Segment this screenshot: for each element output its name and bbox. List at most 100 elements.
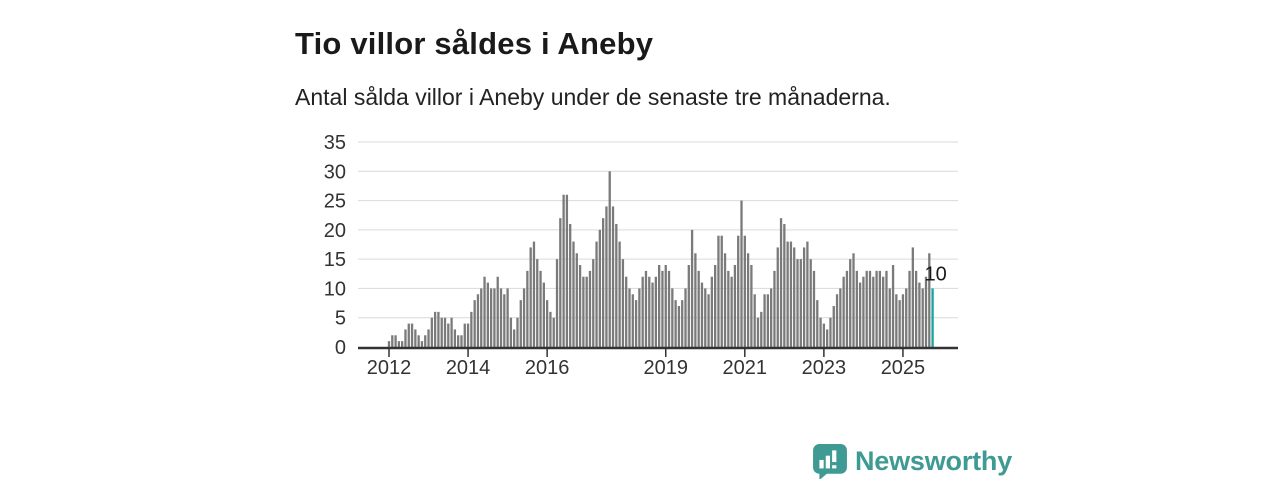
bar xyxy=(667,270,671,347)
bar xyxy=(918,282,921,347)
bar xyxy=(770,288,773,347)
bar xyxy=(806,241,809,347)
bar xyxy=(826,329,829,347)
bar xyxy=(489,288,493,347)
bar xyxy=(885,270,888,347)
x-axis-label: 2012 xyxy=(367,357,412,379)
bar xyxy=(443,317,447,348)
bar xyxy=(466,323,470,347)
bar xyxy=(562,194,565,347)
bar xyxy=(618,241,621,347)
newsworthy-logo[interactable]: Newsworthy xyxy=(812,443,1012,479)
bar xyxy=(658,265,661,347)
bar xyxy=(542,282,545,347)
bar xyxy=(638,288,641,347)
bar xyxy=(872,276,875,347)
bar xyxy=(674,300,677,347)
bar xyxy=(631,294,634,347)
bar xyxy=(427,329,430,347)
bar xyxy=(615,224,618,347)
gridlines xyxy=(358,141,958,319)
bar xyxy=(842,276,845,347)
bar xyxy=(493,288,496,347)
bar xyxy=(414,329,417,347)
bar xyxy=(707,294,710,347)
bar xyxy=(878,270,882,347)
bar xyxy=(845,270,849,347)
bar xyxy=(486,282,489,347)
bar xyxy=(888,288,891,347)
y-axis-label: 35 xyxy=(324,132,346,154)
y-axis-label: 25 xyxy=(324,191,346,213)
bar xyxy=(513,329,516,347)
bar xyxy=(868,270,872,347)
bar xyxy=(704,288,707,347)
bar xyxy=(437,311,440,347)
mini-bar-chart-glyph xyxy=(819,450,837,469)
bar xyxy=(654,276,657,347)
bar xyxy=(776,247,779,347)
bar xyxy=(714,265,717,347)
bar xyxy=(463,323,466,347)
bar xyxy=(802,247,806,347)
bar xyxy=(526,270,529,347)
bar xyxy=(644,270,648,347)
bar xyxy=(480,288,483,347)
bar xyxy=(720,235,723,347)
bar xyxy=(829,317,832,348)
bar xyxy=(914,270,918,347)
axes xyxy=(358,346,958,357)
bar xyxy=(536,259,539,347)
bar xyxy=(549,311,552,347)
bar xyxy=(816,300,819,347)
bar xyxy=(470,311,473,347)
bar xyxy=(601,218,605,347)
bar xyxy=(839,288,842,347)
bar xyxy=(503,294,506,347)
x-axis-label: 2023 xyxy=(802,357,847,379)
x-axis-label: 2014 xyxy=(446,357,491,379)
bar xyxy=(700,282,704,347)
bar xyxy=(565,194,569,347)
bar xyxy=(522,288,526,347)
bar xyxy=(585,276,588,347)
bar xyxy=(730,276,733,347)
bar xyxy=(746,253,750,347)
bar xyxy=(417,335,420,347)
bar xyxy=(625,276,628,347)
bar xyxy=(895,294,898,347)
bar xyxy=(433,311,437,347)
bar xyxy=(483,276,486,347)
bar xyxy=(756,317,760,348)
bar xyxy=(516,317,519,348)
bar xyxy=(582,276,585,347)
bar xyxy=(694,253,697,347)
bar xyxy=(783,224,786,347)
bar xyxy=(611,206,615,347)
bar xyxy=(473,300,476,347)
bar xyxy=(687,265,690,347)
page-title: Tio villor såldes i Aneby xyxy=(295,25,654,61)
bar xyxy=(545,300,549,347)
bar xyxy=(588,270,592,347)
bar xyxy=(453,329,457,347)
bar xyxy=(835,294,839,347)
last-value-label: 10 xyxy=(924,263,946,285)
bar xyxy=(743,235,746,347)
bar xyxy=(664,265,667,347)
bar xyxy=(710,276,714,347)
bar xyxy=(572,241,575,347)
bar xyxy=(420,341,424,347)
bar xyxy=(697,270,700,347)
bar xyxy=(908,270,911,347)
bar xyxy=(793,247,796,347)
bar xyxy=(852,253,855,347)
bar xyxy=(891,265,895,347)
bar xyxy=(684,288,687,347)
bar xyxy=(882,276,885,347)
bar xyxy=(750,265,753,347)
bar xyxy=(450,317,453,348)
bar xyxy=(447,323,450,347)
